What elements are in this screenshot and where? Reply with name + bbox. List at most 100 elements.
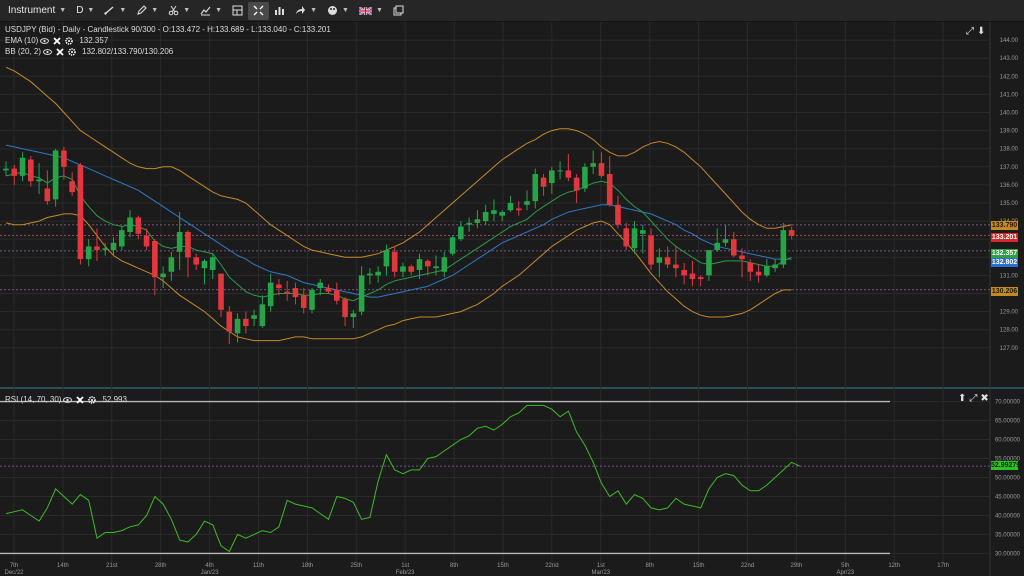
candle-body xyxy=(218,273,224,310)
candle-body xyxy=(193,257,200,265)
indicators-icon xyxy=(200,6,211,16)
layout-button[interactable] xyxy=(227,2,248,20)
share-button[interactable]: ▼ xyxy=(290,2,322,20)
candle-body xyxy=(424,260,431,267)
close-x-icon[interactable] xyxy=(56,47,64,56)
candle xyxy=(152,239,158,296)
chart-area[interactable]: 7th Dec/22 14th 21st 28th 4th Jan/23 11th 18th 25… xyxy=(0,22,1024,576)
candle-body xyxy=(458,226,464,240)
bollinger-bands xyxy=(5,66,792,342)
candle xyxy=(549,166,555,194)
candle xyxy=(193,253,200,270)
language-button[interactable]: ▼ xyxy=(354,2,388,20)
timeframe-selector[interactable]: D ▼ xyxy=(71,2,99,20)
rsi-tick-label: 50.00000 xyxy=(995,476,1021,482)
candle xyxy=(606,155,613,207)
close-pane-icon[interactable]: ✖ xyxy=(980,393,989,404)
candle-body xyxy=(94,246,100,251)
rsi-tick-label: 65.00000 xyxy=(995,419,1021,425)
eye-icon[interactable] xyxy=(63,396,73,403)
candle-body xyxy=(3,168,9,171)
gear-icon[interactable] xyxy=(65,36,74,45)
candle xyxy=(276,279,282,296)
candle-body xyxy=(673,264,679,269)
bb-legend-value: 132.802/133.790/130.206 xyxy=(82,47,174,56)
bb-upper-line xyxy=(5,66,792,258)
candle xyxy=(367,268,373,285)
close-x-icon[interactable] xyxy=(76,395,85,404)
x-tick-label: 1st xyxy=(597,563,605,569)
candle xyxy=(94,228,100,261)
x-tick-label: 21st xyxy=(106,563,118,569)
candle-body xyxy=(317,282,324,289)
candle xyxy=(209,253,216,280)
x-tick-label: 7th xyxy=(10,563,18,569)
candle-body xyxy=(788,230,795,236)
rsi-pane-controls: ⬆ ⤢ ✖ xyxy=(958,393,989,404)
candle xyxy=(36,163,42,194)
y-tick-label: 127.00 xyxy=(1000,346,1019,352)
candle-body xyxy=(201,260,208,269)
candle-body xyxy=(590,163,596,167)
candle-body xyxy=(606,174,613,205)
expand-icon xyxy=(253,5,264,16)
candle xyxy=(474,210,481,229)
chart-type-button[interactable] xyxy=(269,2,290,20)
candle-body xyxy=(19,157,26,176)
candle-body xyxy=(276,284,282,289)
candle-body xyxy=(110,242,117,251)
candle-body xyxy=(573,177,580,191)
eye-icon[interactable] xyxy=(40,37,50,44)
pencil-tool-button[interactable]: ▼ xyxy=(131,2,163,20)
candle xyxy=(747,259,754,281)
candle xyxy=(69,172,75,196)
candle xyxy=(441,251,448,278)
line-tool-button[interactable]: ▼ xyxy=(99,2,131,20)
candle-body xyxy=(400,266,406,272)
x-tick-label: Jan/23 xyxy=(201,570,220,576)
candle xyxy=(689,260,696,287)
x-tick-label: 22nd xyxy=(545,563,558,569)
candle-body xyxy=(36,179,42,182)
theme-button[interactable]: ▼ xyxy=(322,2,354,20)
candle xyxy=(127,210,133,238)
fullscreen-button[interactable] xyxy=(248,1,270,20)
eye-icon[interactable] xyxy=(43,48,53,55)
arrow-up-icon[interactable]: ⬆ xyxy=(958,393,967,404)
bb-lower-line xyxy=(5,213,792,342)
dropdown-arrow-icon: ▼ xyxy=(119,7,127,14)
gear-icon[interactable] xyxy=(68,47,76,56)
candle-body xyxy=(342,298,348,318)
flag-uk-icon xyxy=(358,6,372,15)
resize-pane-icon[interactable]: ⤢ xyxy=(969,393,978,404)
layout-icon xyxy=(232,5,243,16)
candle xyxy=(168,251,175,281)
candle-body xyxy=(466,222,472,225)
candle xyxy=(176,212,183,270)
arrow-down-icon[interactable]: ⬇ xyxy=(977,26,986,37)
bb-lower-tag: 130.206 xyxy=(991,287,1018,296)
instrument-label: Instrument xyxy=(8,5,56,16)
gear-icon[interactable] xyxy=(88,395,97,404)
candle xyxy=(722,224,729,247)
instrument-selector[interactable]: Instrument ▼ xyxy=(3,2,71,20)
candle xyxy=(408,264,415,276)
candles-layer xyxy=(3,146,795,345)
candle-body xyxy=(755,271,762,276)
candle-body xyxy=(69,181,75,193)
close-x-icon[interactable] xyxy=(53,36,61,45)
indicators-button[interactable]: ▼ xyxy=(195,2,227,20)
bb-mid-tag: 132.802 xyxy=(991,258,1018,267)
candle-body xyxy=(309,289,315,310)
x-tick-label: 15th xyxy=(693,563,705,569)
candle-body xyxy=(28,159,34,182)
candle xyxy=(400,262,406,278)
candle xyxy=(515,201,522,216)
resize-pane-icon[interactable]: ⤢ xyxy=(966,26,974,37)
popout-button[interactable] xyxy=(388,2,409,20)
share-arrow-icon xyxy=(296,6,306,14)
x-tick-label: 1st xyxy=(401,563,409,569)
candle xyxy=(755,264,762,283)
scissors-tool-button[interactable]: ▼ xyxy=(163,2,195,20)
